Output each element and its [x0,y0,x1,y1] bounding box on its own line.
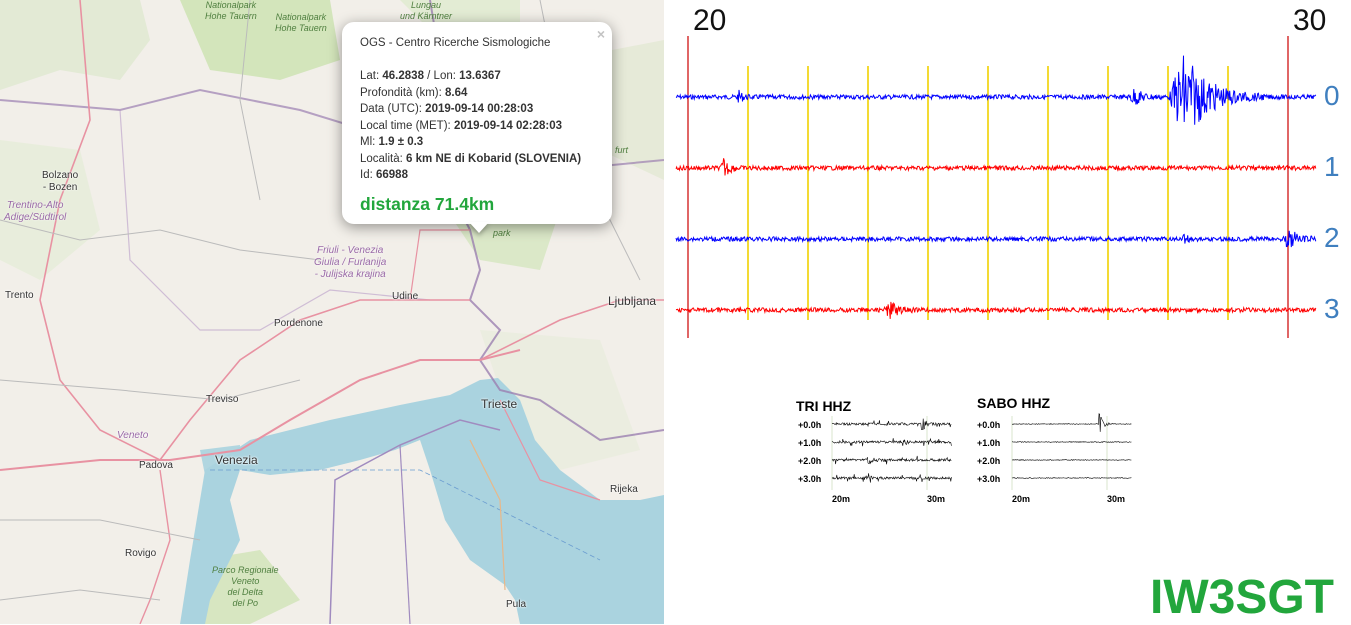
mini-trace [831,437,952,447]
popup-coords: Lat: 46.2838 / Lon: 13.6367 [360,70,501,82]
mini-x-label: 20m [1012,494,1031,504]
map-panel[interactable]: Nationalpark Hohe Tauern Nationalpark Ho… [0,0,664,624]
mini-row-label: +1.0h [977,438,1001,448]
channel-label-2: 2 [1324,222,1340,253]
close-icon[interactable]: × [596,26,605,42]
time-start-label: 20 [693,4,727,37]
place-bolzano: Bolzano - Bozen [42,170,79,193]
park-label-hohe-tauern-2: Nationalpark Hohe Tauern [275,12,327,33]
place-venezia: Venezia [215,453,258,467]
region-label-veneto: Veneto [117,430,149,441]
mini-x-label: 20m [832,494,851,504]
mini-trace [1011,441,1132,443]
popup-utc: Data (UTC): 2019-09-14 00:28:03 [360,103,534,115]
region-label-friuli: Friuli - Venezia Giulia / Furlanija - Ju… [314,245,387,280]
popup-magnitude: Ml: 1.9 ± 0.3 [360,136,424,148]
trace-channel-3 [675,301,1317,319]
region-label-trentino: Trentino-Alto Adige/Südtirol [4,200,67,223]
place-treviso: Treviso [206,394,239,405]
earthquake-popup: × OGS - Centro Ricerche Sismologiche Lat… [342,22,612,233]
popup-tip [469,222,489,233]
mini-row-label: +0.0h [977,420,1001,430]
helicorder-chart [675,36,1317,338]
mini-trace [831,473,952,483]
popup-depth: Profondità (km): 8.64 [360,86,468,99]
mini-trace [831,418,952,430]
place-padova: Padova [139,460,173,471]
channel-label-1: 1 [1324,151,1340,182]
channel-label-3: 3 [1324,293,1340,324]
popup-title: OGS - Centro Ricerche Sismologiche [360,37,551,49]
place-trento: Trento [5,290,34,301]
mini-trace [1011,459,1132,461]
popup-lon: 13.6367 [459,70,501,82]
mini-row-label: +3.0h [977,474,1001,484]
mini-trace [1011,413,1132,432]
map-tiles [0,0,664,624]
mini-plot-title-sabo: SABO HHZ [977,395,1051,411]
mini-trace [1011,477,1132,479]
seismogram-panel: 20 30 0 1 2 3 TRI HHZ +0.0h +1.0h +2.0h … [664,0,1351,624]
trace-channel-1 [675,158,1317,176]
place-rijeka: Rijeka [610,484,638,495]
popup-distance: distanza 71.4km [360,193,495,214]
station-callsign: IW3SGT [1149,571,1334,624]
mini-x-label: 30m [1107,494,1126,504]
park-label-park: park [493,228,511,238]
mini-row-label: +0.0h [798,420,822,430]
popup-met: Local time (MET): 2019-09-14 02:28:03 [360,119,562,132]
channel-label-0: 0 [1324,80,1340,111]
mini-row-label: +2.0h [977,456,1001,466]
trace-channel-0 [675,55,1317,125]
park-label-lungau: Lungau und Kärntner [400,0,453,21]
popup-lat: 46.2838 [382,70,424,82]
place-pula: Pula [506,599,527,610]
park-label-hohe-tauern-1: Nationalpark Hohe Tauern [205,0,257,21]
place-pordenone: Pordenone [274,318,323,329]
mini-row-label: +3.0h [798,474,822,484]
mini-plot-title-tri: TRI HHZ [796,398,852,414]
mini-row-label: +2.0h [798,456,822,466]
trace-channel-2 [675,230,1317,248]
popup-id: Id: 66988 [360,169,408,181]
mini-trace [831,455,952,465]
mini-row-label: +1.0h [798,438,822,448]
time-end-label: 30 [1293,4,1327,37]
mini-x-label: 30m [927,494,946,504]
place-ljubljana: Ljubljana [608,294,657,308]
popup-location: Località: 6 km NE di Kobarid (SLOVENIA) [360,152,582,165]
place-trieste: Trieste [481,397,518,411]
place-udine: Udine [392,291,419,302]
park-label-furt: furt [615,145,629,155]
park-label-po-delta: Parco Regionale Veneto del Delta del Po [212,565,279,608]
place-rovigo: Rovigo [125,548,157,559]
